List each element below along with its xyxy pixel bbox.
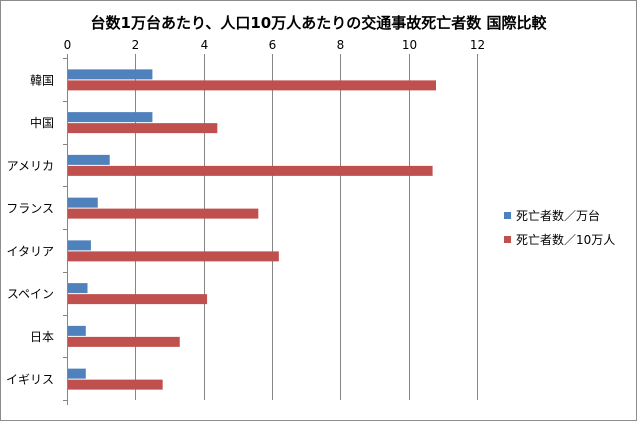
category-label: 韓国 [30,73,54,87]
category-label: フランス [6,202,54,216]
bar-per-100k-people [68,165,433,176]
chart-title: 台数1万台あたり、人口10万人あたりの交通事故死亡者数 国際比較 [90,14,547,32]
x-tick-label: 6 [269,38,277,52]
bar-per-100k-people [68,379,163,390]
x-tick-label: 0 [64,38,72,52]
legend-swatch-red [504,235,511,243]
bar-per-100k-people [68,251,279,262]
bar-per-10k-vehicles [68,154,110,165]
legend-item-per-vehicles: 死亡者数／万台 [504,206,615,224]
category-label: アメリカ [7,159,54,173]
bar-per-10k-vehicles [68,69,153,80]
x-tick-label: 8 [337,38,345,52]
legend-label: 死亡者数／万台 [516,208,601,223]
bar-per-100k-people [68,123,218,134]
bar-per-100k-people [68,80,436,91]
bar-per-10k-vehicles [68,197,98,208]
bar-per-10k-vehicles [68,325,86,336]
x-tick-label: 4 [201,38,209,52]
bar-per-10k-vehicles [68,283,88,294]
category-label: イギリス [6,373,54,387]
x-tick-label: 10 [402,38,417,52]
chart-legend: 死亡者数／万台 死亡者数／10万人 [504,206,615,254]
legend-item-per-population: 死亡者数／10万人 [504,230,615,248]
x-tick-label: 2 [132,38,140,52]
bar-per-10k-vehicles [68,240,91,251]
x-tick-label: 12 [470,38,485,52]
legend-label: 死亡者数／10万人 [516,232,616,247]
bar-per-100k-people [68,294,208,305]
bar-per-100k-people [68,208,259,219]
category-label: イタリア [6,244,54,258]
legend-swatch-blue [504,211,511,219]
category-label: スペイン [7,287,54,301]
category-label: 中国 [30,115,54,130]
bar-per-10k-vehicles [68,112,153,123]
bar-per-100k-people [68,336,180,347]
bar-per-10k-vehicles [68,368,86,379]
category-label: 日本 [30,330,54,344]
